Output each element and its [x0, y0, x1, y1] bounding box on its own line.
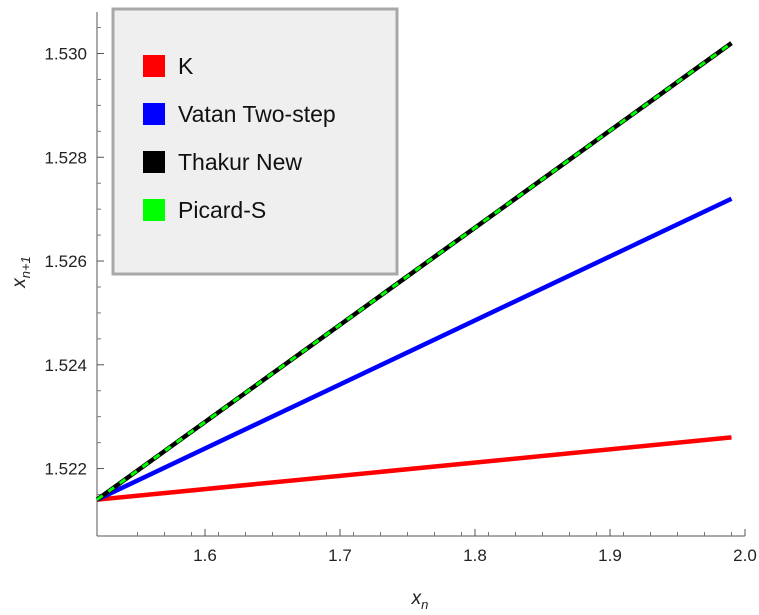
y-tick-label: 1.530 — [44, 45, 87, 64]
legend-label: Vatan Two-step — [178, 101, 336, 127]
y-tick-label: 1.524 — [44, 356, 87, 375]
series-line-vatan-two-step — [96, 196, 733, 502]
x-axis-title-base: x — [411, 588, 423, 609]
y-axis-title: xn+1 — [9, 256, 33, 289]
y-tick-label: 1.526 — [44, 252, 87, 271]
legend-items: K Vatan Two-step Thakur New Picard-S — [143, 53, 336, 223]
legend-label: K — [178, 53, 194, 79]
legend-label: Thakur New — [178, 149, 302, 175]
x-tick-label: 1.9 — [598, 546, 622, 565]
ticks: 1.6 1.7 1.8 1.9 2.0 1.522 1.524 1.526 1.528 1.530 — [44, 27, 757, 565]
y-tick-label: 1.522 — [44, 460, 87, 479]
y-axis-title-base: x — [9, 277, 30, 289]
legend-swatch — [143, 103, 165, 125]
legend-box — [111, 7, 399, 276]
series-line-k — [96, 435, 732, 502]
legend-swatch — [143, 55, 165, 77]
y-axis-title-sub: n+1 — [18, 256, 33, 278]
legend-swatch — [143, 151, 165, 173]
x-axis-title: xn — [411, 588, 429, 612]
x-tick-label: 1.8 — [463, 546, 487, 565]
legend-swatch — [143, 199, 165, 221]
series-group — [95, 41, 733, 502]
x-tick-label: 1.6 — [193, 546, 217, 565]
series-line-picard-s — [96, 41, 733, 501]
x-tick-label: 1.7 — [328, 546, 352, 565]
x-axis-title-sub: n — [421, 597, 428, 612]
y-tick-label: 1.528 — [44, 148, 87, 167]
x-tick-label: 2.0 — [733, 546, 757, 565]
legend-label: Picard-S — [178, 197, 266, 223]
legend: K Vatan Two-step Thakur New Picard-S — [111, 7, 399, 276]
